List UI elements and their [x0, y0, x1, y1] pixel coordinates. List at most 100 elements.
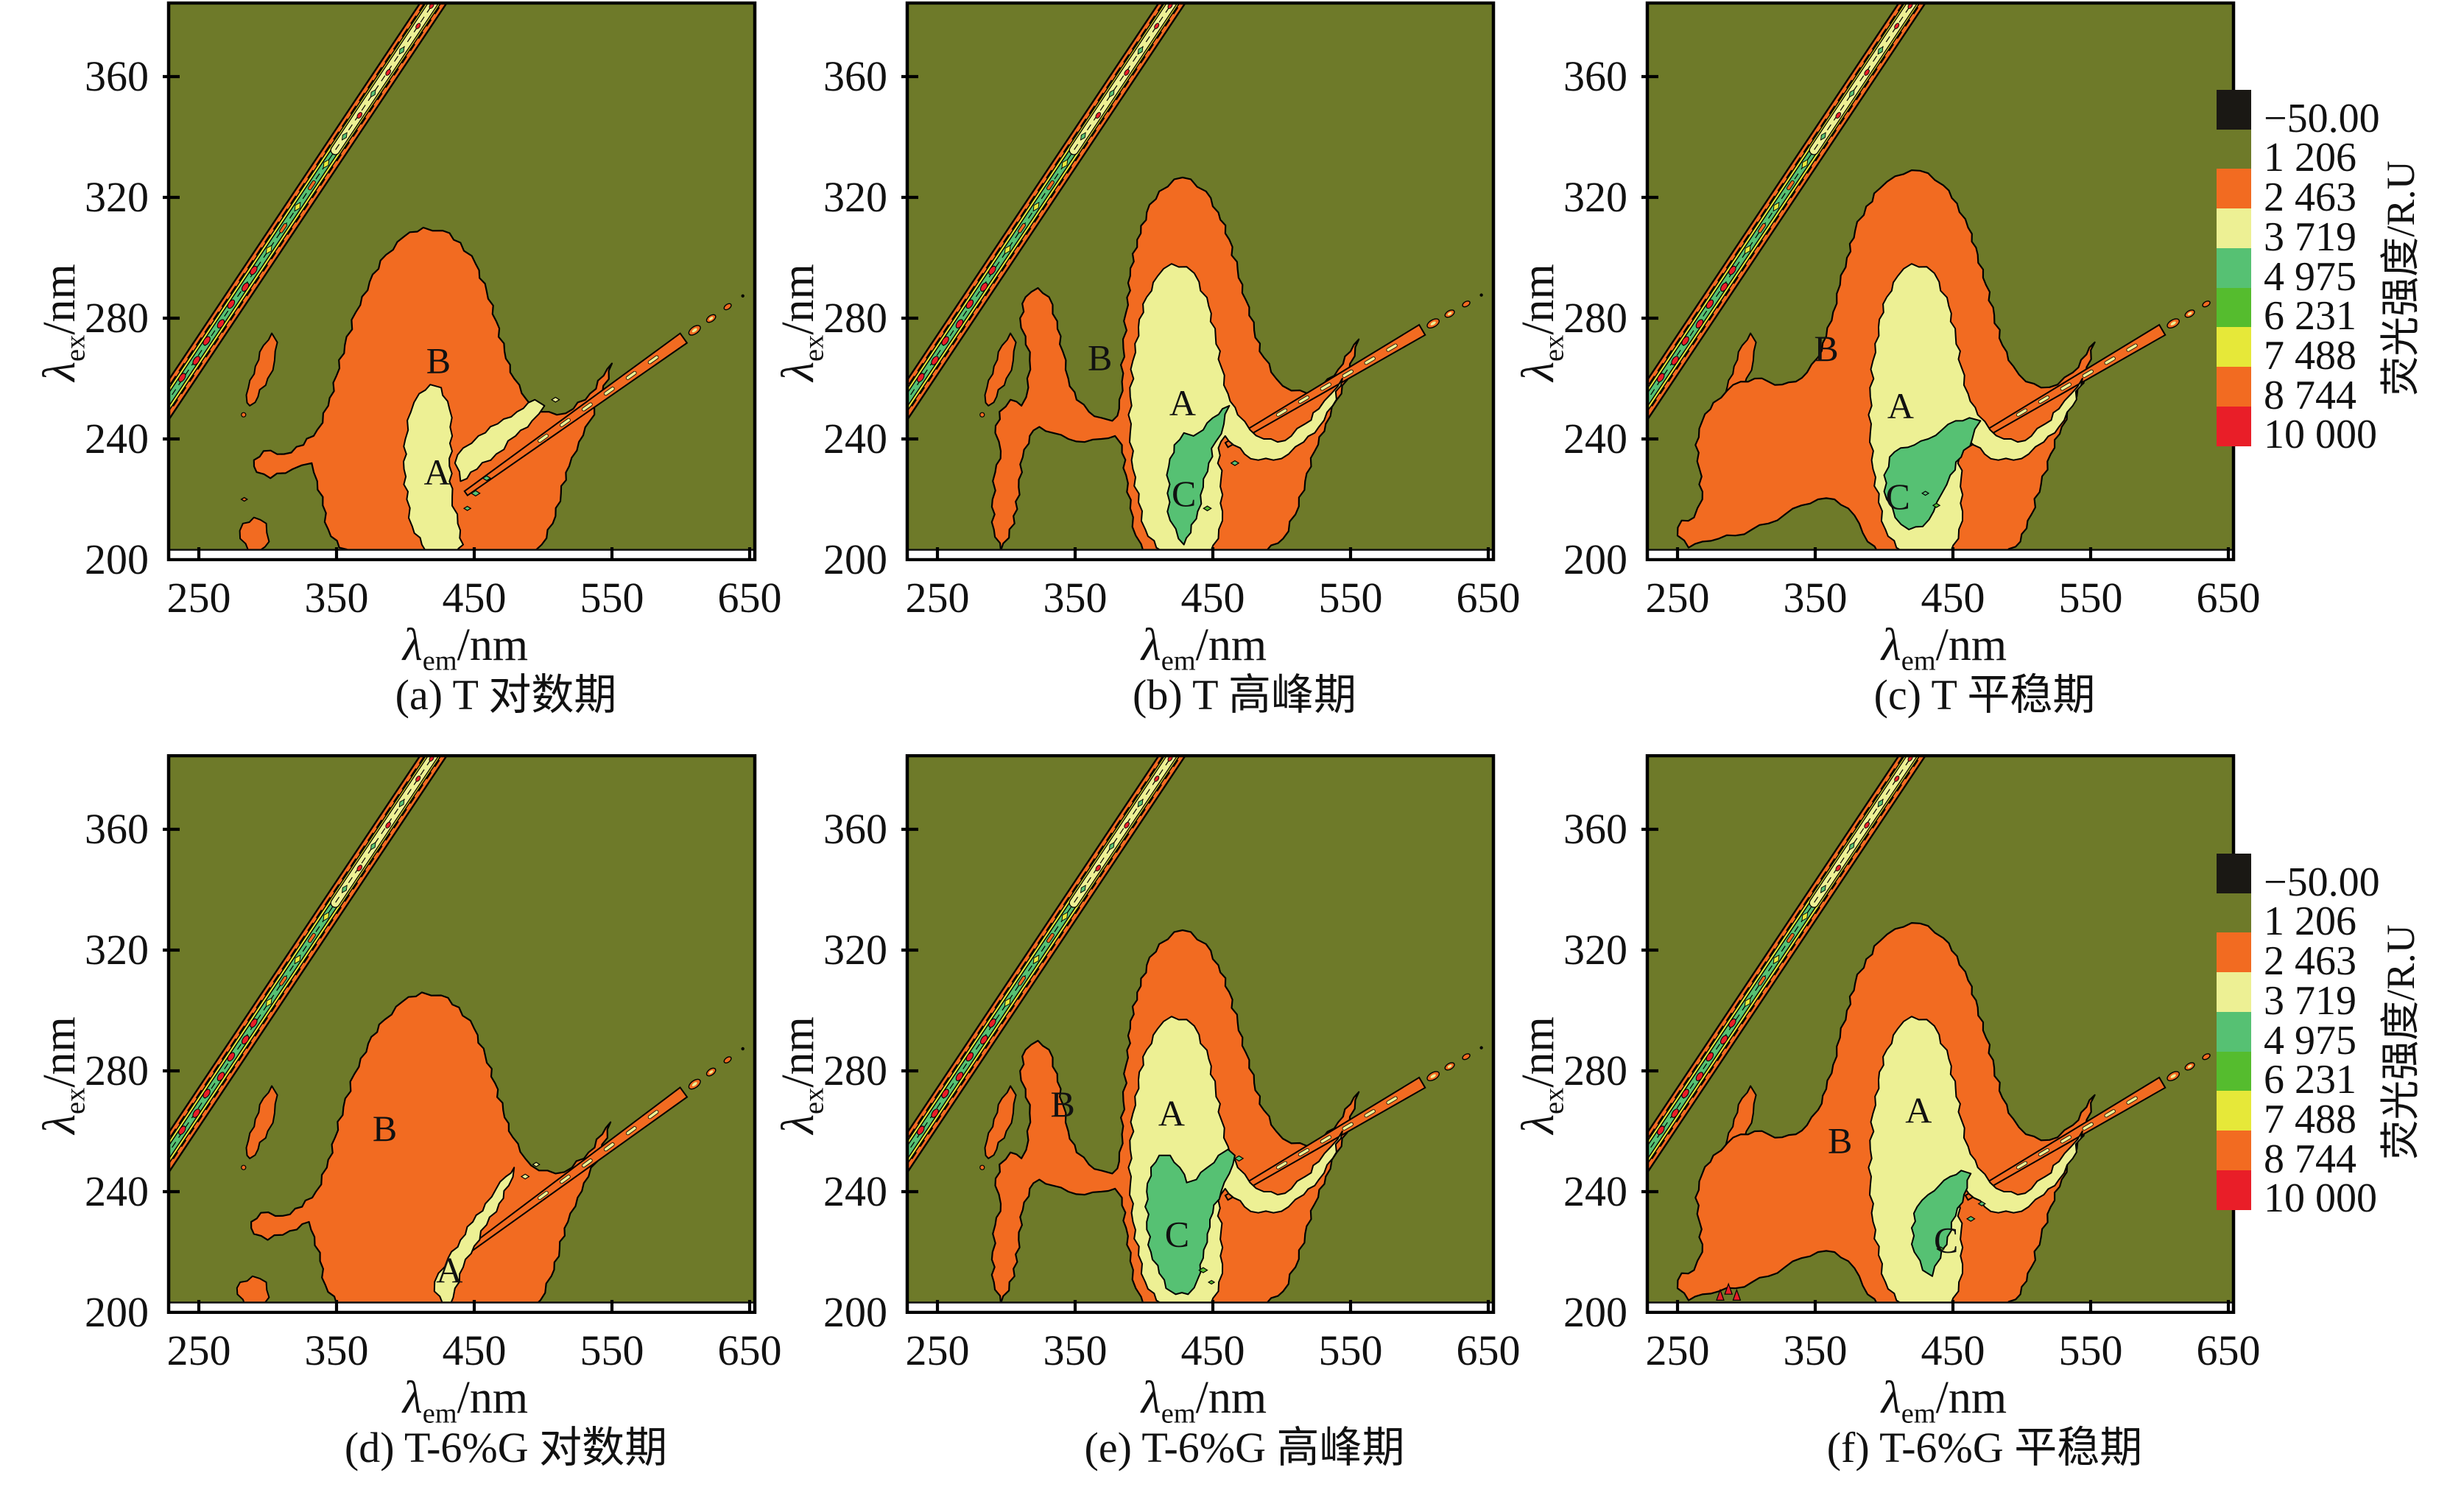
peak-label-b-e: B: [1051, 1083, 1075, 1125]
x-tick-label-250-c: 250: [1645, 574, 1710, 622]
y-tick-label-280-f: 280: [1563, 1047, 1627, 1094]
second-order-scatter-band: [1224, 293, 1483, 449]
x-axis-label-a: λem/nm: [402, 620, 529, 677]
y-tick-label-320-f: 320: [1563, 926, 1627, 974]
y-tick-label-240-e: 240: [823, 1167, 887, 1215]
y-tick-label-280-b: 280: [823, 294, 887, 342]
y-axis-label-f: λex/nm: [1513, 1016, 1570, 1134]
x-tick-label-550-c: 550: [2058, 574, 2123, 622]
x-axis-label-f: λem/nm: [1881, 1373, 2007, 1430]
contour-region-2463: [250, 991, 612, 1302]
colorbar-level-2: 1 206: [2264, 899, 2356, 945]
y-tick-label-360-f: 360: [1563, 805, 1627, 853]
x-tick-label-550-b: 550: [1318, 574, 1383, 622]
colorbar-block-3: [2217, 169, 2251, 209]
y-tick-label-240-c: 240: [1563, 415, 1627, 463]
y-tick-label-360-b: 360: [823, 52, 887, 100]
y-tick-label-200-c: 200: [1563, 535, 1627, 583]
y-tick-label-240-d: 240: [85, 1167, 149, 1215]
rayleigh-scatter-band: [170, 4, 454, 434]
x-tick-label-450-f: 450: [1921, 1326, 1985, 1374]
peak-label-a-c: A: [1887, 385, 1914, 426]
x-tick-label-450-d: 450: [442, 1326, 507, 1374]
eem-plot-e: B A C: [884, 754, 1517, 1314]
colorbar-level-6: 6 231: [2264, 1057, 2356, 1103]
rayleigh-scatter-band: [1649, 757, 1932, 1187]
contour-region-4975: [1166, 404, 1231, 546]
peak-label-a-a: A: [423, 451, 450, 493]
y-tick-label-360-d: 360: [85, 805, 149, 853]
colorbar-level-7: 7 488: [2264, 1096, 2356, 1142]
x-tick-label-650-e: 650: [1456, 1326, 1521, 1374]
y-tick-label-320-b: 320: [823, 173, 887, 221]
rayleigh-scatter-band: [909, 4, 1192, 434]
peak-label-c-e: C: [1165, 1213, 1189, 1254]
rayleigh-scatter-band: [1649, 4, 1932, 434]
y-tick-label-200-f: 200: [1563, 1288, 1627, 1336]
y-tick-label-360-c: 360: [1563, 52, 1627, 100]
peak-label-a-e: A: [1158, 1092, 1185, 1133]
y-tick-label-200-a: 200: [85, 535, 149, 583]
colorbar-block-4: [2217, 208, 2251, 249]
x-tick-label-650-d: 650: [717, 1326, 782, 1374]
plot-frame: [166, 754, 757, 1314]
peak-label-c-c: C: [1886, 476, 1910, 517]
y-tick-label-240-a: 240: [85, 415, 149, 463]
colorbar-level-3: 2 463: [2264, 175, 2356, 221]
x-tick-label-450-b: 450: [1180, 574, 1245, 622]
x-tick-label-250-f: 250: [1645, 1326, 1710, 1374]
colorbar-title-row2: 荧光强度/R.U: [2379, 924, 2423, 1160]
colorbar-level-1: −50.00: [2264, 95, 2380, 141]
second-order-scatter-band: [463, 294, 745, 497]
y-tick-label-360-e: 360: [823, 805, 887, 853]
peak-label-b-c: B: [1814, 328, 1838, 369]
colorbar-level-6: 6 231: [2264, 293, 2356, 340]
colorbar-level-1: −50.00: [2264, 859, 2380, 905]
y-tick-label-200-d: 200: [85, 1288, 149, 1336]
contour-region-3719: [403, 384, 464, 549]
x-tick-label-650-a: 650: [717, 574, 782, 622]
caption-a: (a) T 对数期: [395, 671, 617, 719]
peak-label-a-d: A: [436, 1250, 462, 1291]
x-tick-label-650-b: 650: [1456, 574, 1521, 622]
colorbar-level-4: 3 719: [2264, 977, 2356, 1024]
y-tick-label-240-f: 240: [1563, 1167, 1627, 1215]
caption-f: (f) T-6%G 平稳期: [1826, 1424, 2143, 1472]
colorbar-level-5: 4 975: [2264, 253, 2356, 300]
y-axis-label-d: λex/nm: [35, 1016, 91, 1134]
x-tick-label-350-c: 350: [1783, 574, 1848, 622]
colorbar-title-row1: 荧光强度/R.U: [2379, 161, 2423, 396]
plot-frame: [905, 754, 1496, 1314]
x-tick-label-350-e: 350: [1043, 1326, 1108, 1374]
y-tick-label-280-d: 280: [85, 1047, 149, 1094]
peak-label-b-f: B: [1828, 1119, 1852, 1161]
x-tick-label-550-d: 550: [580, 1326, 644, 1374]
y-tick-label-200-e: 200: [823, 1288, 887, 1336]
caption-d: (d) T-6%G 对数期: [344, 1424, 668, 1472]
y-tick-label-280-c: 280: [1563, 294, 1627, 342]
colorbar-level-9: 10 000: [2264, 412, 2377, 458]
colorbar-legend-row1: −50.00 1 206 2 463 3 719 4 975 6 231 7 488 8 74…: [2209, 82, 2464, 495]
y-axis-label-a: λex/nm: [35, 264, 91, 382]
eem-plot-c: B A C: [1624, 1, 2257, 561]
y-tick-label-280-a: 280: [85, 294, 149, 342]
x-tick-label-550-e: 550: [1318, 1326, 1383, 1374]
y-tick-label-320-e: 320: [823, 926, 887, 974]
y-axis-label-e: λex/nm: [773, 1016, 830, 1134]
x-tick-label-550-a: 550: [580, 574, 644, 622]
peak-label-a-b: A: [1169, 382, 1196, 423]
x-tick-label-650-f: 650: [2196, 1326, 2261, 1374]
contour-region-4975: [1883, 417, 1982, 530]
x-tick-label-350-b: 350: [1043, 574, 1108, 622]
x-tick-label-350-f: 350: [1783, 1326, 1848, 1374]
x-axis-label-e: λem/nm: [1141, 1373, 1267, 1430]
x-axis-label-c: λem/nm: [1881, 620, 2007, 677]
caption-b: (b) T 高峰期: [1133, 671, 1356, 719]
y-tick-label-320-d: 320: [85, 926, 149, 974]
colorbar-level-7: 7 488: [2264, 332, 2356, 379]
x-tick-label-450-c: 450: [1921, 574, 1985, 622]
colorbar-block-9: [2217, 406, 2251, 447]
x-tick-label-250-e: 250: [905, 1326, 970, 1374]
x-tick-label-350-d: 350: [304, 1326, 369, 1374]
x-tick-label-250-a: 250: [166, 574, 231, 622]
